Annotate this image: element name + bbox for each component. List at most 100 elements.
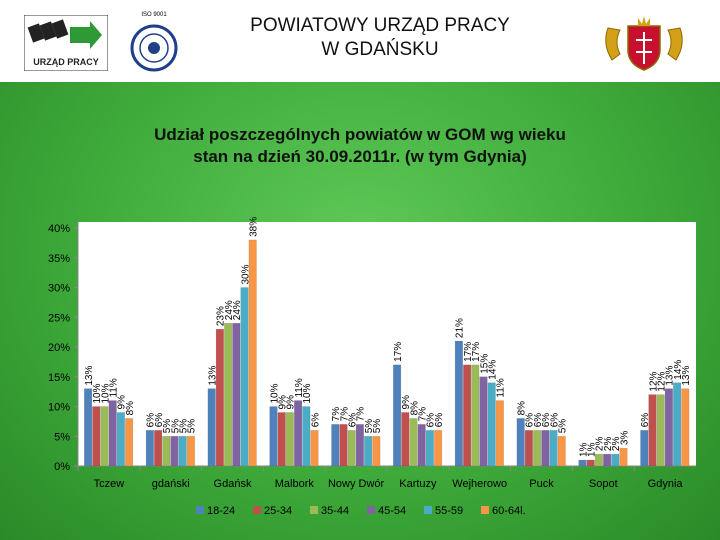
- org-title-line1: POWIATOWY URZĄD PRACY: [250, 15, 510, 36]
- bar: [434, 430, 443, 467]
- legend-swatch: [481, 506, 489, 514]
- data-label: 6%: [146, 413, 157, 428]
- y-tick-label: 10%: [48, 402, 70, 414]
- legend-label: 18-24: [207, 505, 235, 517]
- data-label: 2%: [595, 437, 606, 452]
- bar: [339, 424, 348, 467]
- bar: [656, 394, 665, 467]
- data-label: 5%: [372, 419, 383, 434]
- legend-swatch: [367, 506, 375, 514]
- bar: [417, 424, 426, 467]
- bar: [302, 406, 311, 467]
- bar: [586, 459, 595, 467]
- data-label: 2%: [603, 437, 614, 452]
- category-label: Gdańsk: [214, 478, 252, 490]
- legend-label: 25-34: [264, 505, 292, 517]
- data-label: 8%: [409, 401, 420, 416]
- bar: [619, 447, 628, 467]
- bar: [277, 412, 286, 467]
- bar: [479, 376, 488, 467]
- legend-swatch: [253, 506, 261, 514]
- data-label: 11%: [294, 378, 305, 397]
- data-label: 38%: [249, 217, 260, 237]
- legend-label: 45-54: [378, 505, 406, 517]
- data-label: 14%: [673, 360, 684, 380]
- data-label: 13%: [665, 366, 676, 386]
- category-label: Nowy Dwór: [328, 478, 385, 490]
- chart-title-line1: Udział poszczególnych powiatów w GOM wg …: [154, 125, 566, 144]
- bar: [393, 364, 402, 467]
- data-label: 12%: [648, 371, 659, 391]
- bar: [232, 322, 241, 467]
- data-label: 23%: [216, 306, 227, 326]
- org-title-line2: W GDAŃSKU: [321, 39, 439, 60]
- organization-title: POWIATOWY URZĄD PRACY W GDAŃSKU: [180, 14, 580, 62]
- bar: [673, 382, 682, 467]
- bar: [269, 406, 278, 467]
- data-label: 9%: [117, 395, 128, 410]
- data-label: 15%: [479, 354, 490, 374]
- data-label: 10%: [302, 383, 313, 403]
- data-label: 5%: [170, 419, 181, 434]
- bar: [285, 412, 294, 467]
- category-label: Wejherowo: [452, 478, 507, 490]
- bar: [578, 459, 587, 467]
- data-label: 7%: [418, 407, 429, 422]
- data-label: 12%: [657, 371, 668, 391]
- data-label: 13%: [208, 366, 219, 386]
- data-label: 10%: [269, 383, 280, 403]
- bar: [215, 328, 224, 467]
- data-label: 6%: [525, 413, 536, 428]
- logo-text: URZĄD PRACY: [33, 57, 99, 67]
- y-tick-label: 40%: [48, 223, 70, 235]
- y-tick-label: 5%: [54, 431, 70, 443]
- data-label: 10%: [100, 383, 111, 403]
- category-label: Kartuzy: [399, 478, 437, 490]
- bar: [355, 424, 364, 467]
- bar: [664, 388, 673, 467]
- data-label: 9%: [278, 395, 289, 410]
- bar: [557, 436, 566, 467]
- bar: [454, 340, 463, 467]
- bar: [224, 322, 233, 467]
- legend-swatch: [196, 506, 204, 514]
- data-label: 6%: [549, 413, 560, 428]
- data-label: 11%: [496, 378, 507, 397]
- y-tick-label: 35%: [48, 253, 70, 265]
- data-label: 9%: [286, 395, 297, 410]
- data-label: 6%: [310, 413, 321, 428]
- legend-label: 55-59: [435, 505, 463, 517]
- bar: [409, 418, 418, 467]
- data-label: 6%: [154, 413, 165, 428]
- bar: [471, 364, 480, 467]
- y-tick-label: 15%: [48, 372, 70, 384]
- data-label: 8%: [517, 401, 528, 416]
- data-label: 2%: [611, 437, 622, 452]
- bar: [463, 364, 472, 467]
- data-label: 10%: [92, 383, 103, 403]
- data-label: 6%: [533, 413, 544, 428]
- y-tick-label: 0%: [54, 461, 70, 473]
- bar: [516, 418, 525, 467]
- bar: [170, 436, 179, 467]
- data-label: 21%: [455, 318, 466, 338]
- chart-title-line2: stan na dzień 30.09.2011r. (w tym Gdynia…: [193, 147, 527, 166]
- data-label: 6%: [434, 413, 445, 428]
- data-label: 7%: [339, 407, 350, 422]
- data-label: 6%: [541, 413, 552, 428]
- bar: [524, 430, 533, 467]
- iso-text: ISO 9001: [141, 12, 167, 18]
- bar: [186, 436, 195, 467]
- bar: [487, 382, 496, 467]
- y-tick-label: 25%: [48, 312, 70, 324]
- bar: [425, 430, 434, 467]
- category-label: gdański: [152, 478, 190, 490]
- category-label: Puck: [529, 478, 554, 490]
- bar: [248, 239, 257, 467]
- bar: [541, 430, 550, 467]
- data-label: 7%: [356, 407, 367, 422]
- legend-label: 60-64l.: [492, 505, 526, 517]
- data-label: 1%: [578, 442, 589, 457]
- data-label: 17%: [393, 342, 404, 362]
- data-label: 11%: [109, 378, 120, 397]
